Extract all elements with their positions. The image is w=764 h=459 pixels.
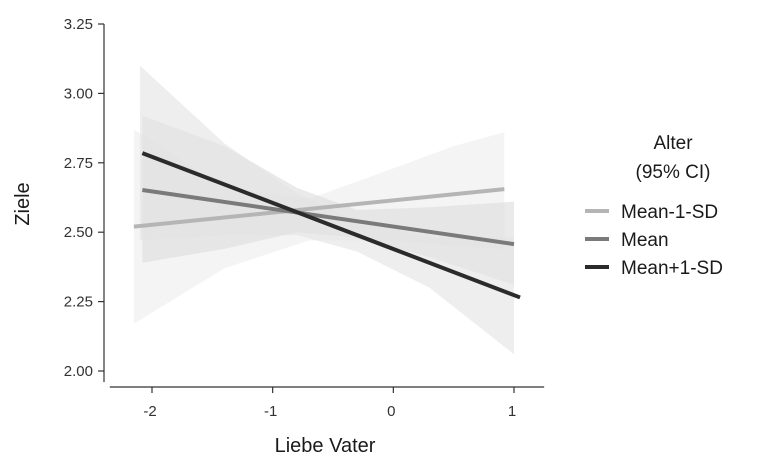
y-tick-label: 2.00 [64,363,93,380]
ci-band-mean-1-sd [139,65,514,355]
legend-label: Mean-1-SD [621,202,718,223]
y-tick-label: 2.25 [64,294,93,311]
y-axis-title: Ziele [12,182,34,225]
x-tick-label: 0 [387,403,395,420]
series-line-mean-1-sd [141,151,521,300]
confidence-bands [133,65,514,355]
y-tick-label: 2.75 [64,155,93,172]
x-tick-label: 1 [508,403,516,420]
legend-title-line2: (95% CI) [636,162,711,183]
y-tick-label: 2.50 [64,224,93,241]
x-axis-ticks: -2 -1 0 1 [143,387,516,420]
x-tick-label: -1 [264,403,277,420]
legend-label: Mean [621,230,669,251]
regression-lines [133,151,521,300]
legend-title-line1: Alter [653,133,693,154]
axes: 2.00 2.25 2.50 2.75 3.00 3.25 -2 -1 0 1 [64,16,545,420]
series-line-mean-1-sd [133,187,505,229]
y-tick-label: 3.25 [64,16,93,33]
legend-label: Mean+1-SD [621,258,723,279]
legend: Alter (95% CI) Mean-1-SD Mean Mean+1-SD [585,133,723,279]
x-tick-label: -2 [143,403,156,420]
y-axis-ticks: 2.00 2.25 2.50 2.75 3.00 3.25 [64,16,104,380]
y-tick-label: 3.00 [64,85,93,102]
x-axis-title: Liebe Vater [275,435,376,457]
legend-items: Mean-1-SD Mean Mean+1-SD [585,202,723,279]
series-line-mean [142,188,515,247]
